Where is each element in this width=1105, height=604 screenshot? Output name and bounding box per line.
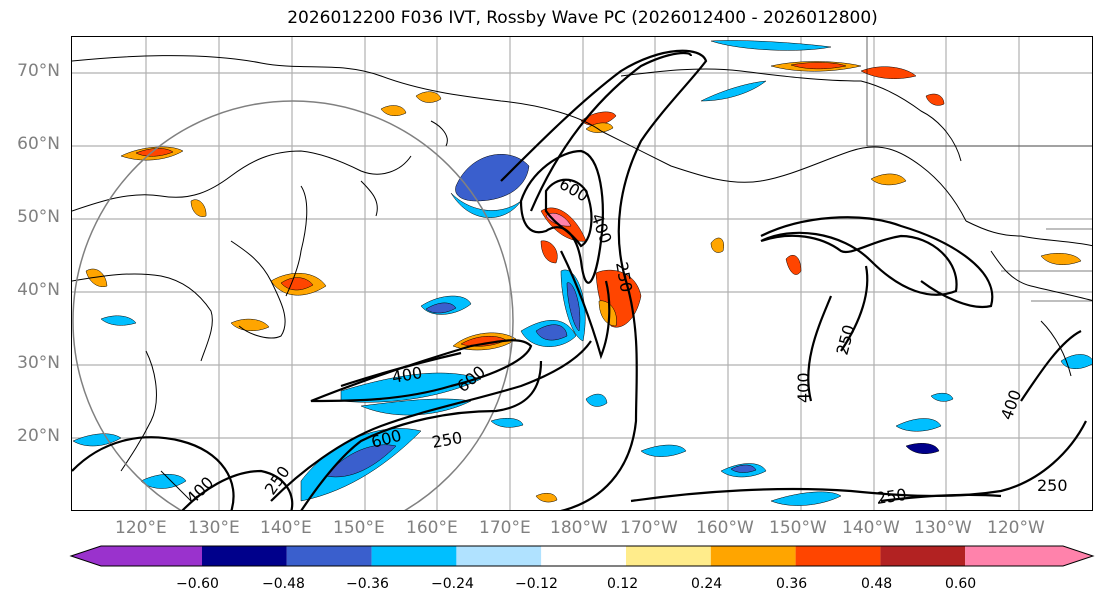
ivt-anomaly-shading [72, 40, 1092, 506]
colorbar-tick-6: 0.12 [607, 576, 639, 592]
lon-label-170w: 170°W [620, 518, 678, 538]
lon-label-170e: 170°E [479, 518, 531, 538]
lat-label-70: 70°N [17, 61, 60, 81]
contour-label-250-southeast: 250 [875, 485, 908, 508]
contour-label-250-mid: 250 [833, 323, 859, 357]
map-canvas: 600 400 250 250 400 600 400 600 250 250 … [72, 37, 1092, 510]
colorbar-tick-7: 0.24 [691, 576, 723, 592]
colorbar-tick-5: −0.12 [515, 576, 558, 592]
colorbar-segment [456, 546, 542, 566]
lon-label-140e: 140°E [260, 518, 312, 538]
colorbar [69, 545, 1095, 567]
colorbar-tick-4: −0.24 [431, 576, 474, 592]
lon-label-140w: 140°W [842, 518, 900, 538]
colorbar-outline [69, 545, 1095, 567]
colorbar-segment [626, 546, 711, 566]
contour-label-600-jet: 600 [453, 362, 489, 396]
great-circle-outline [72, 100, 514, 510]
colorbar-tick-1: −0.60 [176, 576, 219, 592]
map-panel: 600 400 250 250 400 600 400 600 250 250 … [71, 36, 1093, 511]
colorbar-segment [71, 546, 202, 566]
colorbar-tick-8: 0.36 [776, 576, 808, 592]
colorbar-tick-3: −0.36 [346, 576, 389, 592]
lon-label-120w: 120°W [987, 518, 1045, 538]
lat-label-60: 60°N [17, 134, 60, 154]
colorbar-segment [710, 546, 796, 566]
contour-label-group: 600 400 250 250 400 600 400 600 250 250 … [182, 174, 1067, 508]
contour-label-400-north: 400 [587, 211, 615, 246]
colorbar-segment [965, 546, 1093, 566]
contour-label-250-southwest: 250 [261, 462, 294, 498]
map-title: 2026012200 F036 IVT, Rossby Wave PC (202… [287, 8, 878, 28]
ivt-contours [72, 49, 1087, 510]
lon-label-150w: 150°W [769, 518, 827, 538]
colorbar-tick-9: 0.48 [861, 576, 893, 592]
lon-label-130w: 130°W [914, 518, 972, 538]
lon-label-130e: 130°E [188, 518, 240, 538]
lon-label-120e: 120°E [115, 518, 167, 538]
lon-label-160w: 160°W [696, 518, 754, 538]
contour-label-250-south: 250 [430, 428, 463, 452]
colorbar-tick-2: −0.48 [262, 576, 305, 592]
lat-label-50: 50°N [17, 207, 60, 227]
contour-label-600-north: 600 [556, 174, 592, 206]
contour-label-400-east: 400 [997, 387, 1025, 422]
lat-label-30: 30°N [17, 353, 60, 373]
colorbar-segment [202, 546, 287, 566]
colorbar-segments [69, 545, 1095, 567]
colorbar-segment [880, 546, 966, 566]
colorbar-segment [795, 546, 881, 566]
coastlines [72, 37, 1092, 502]
lon-label-160e: 160°E [406, 518, 458, 538]
colorbar-segment [541, 546, 626, 566]
lon-label-150e: 150°E [333, 518, 385, 538]
colorbar-segment [371, 546, 457, 566]
colorbar-tick-10: 0.60 [945, 576, 977, 592]
lat-label-20: 20°N [17, 426, 60, 446]
lon-label-180w: 180°W [550, 518, 608, 538]
contour-label-400-southwest: 400 [182, 473, 217, 508]
contour-label-250-east: 250 [1037, 476, 1068, 495]
colorbar-segment [286, 546, 372, 566]
contour-label-400-mid: 400 [794, 372, 813, 403]
lat-label-40: 40°N [17, 280, 60, 300]
